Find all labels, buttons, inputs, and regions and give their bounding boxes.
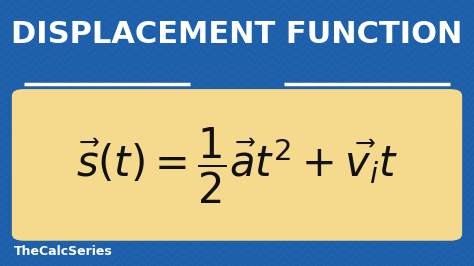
Text: $\vec{s}(t) = \dfrac{1}{2}\vec{a}t^2 + \vec{v_i}t$: $\vec{s}(t) = \dfrac{1}{2}\vec{a}t^2 + \… <box>76 126 398 206</box>
Text: DISPLACEMENT FUNCTION: DISPLACEMENT FUNCTION <box>11 20 463 49</box>
FancyBboxPatch shape <box>12 89 462 241</box>
Text: TheCalcSeries: TheCalcSeries <box>14 245 113 258</box>
